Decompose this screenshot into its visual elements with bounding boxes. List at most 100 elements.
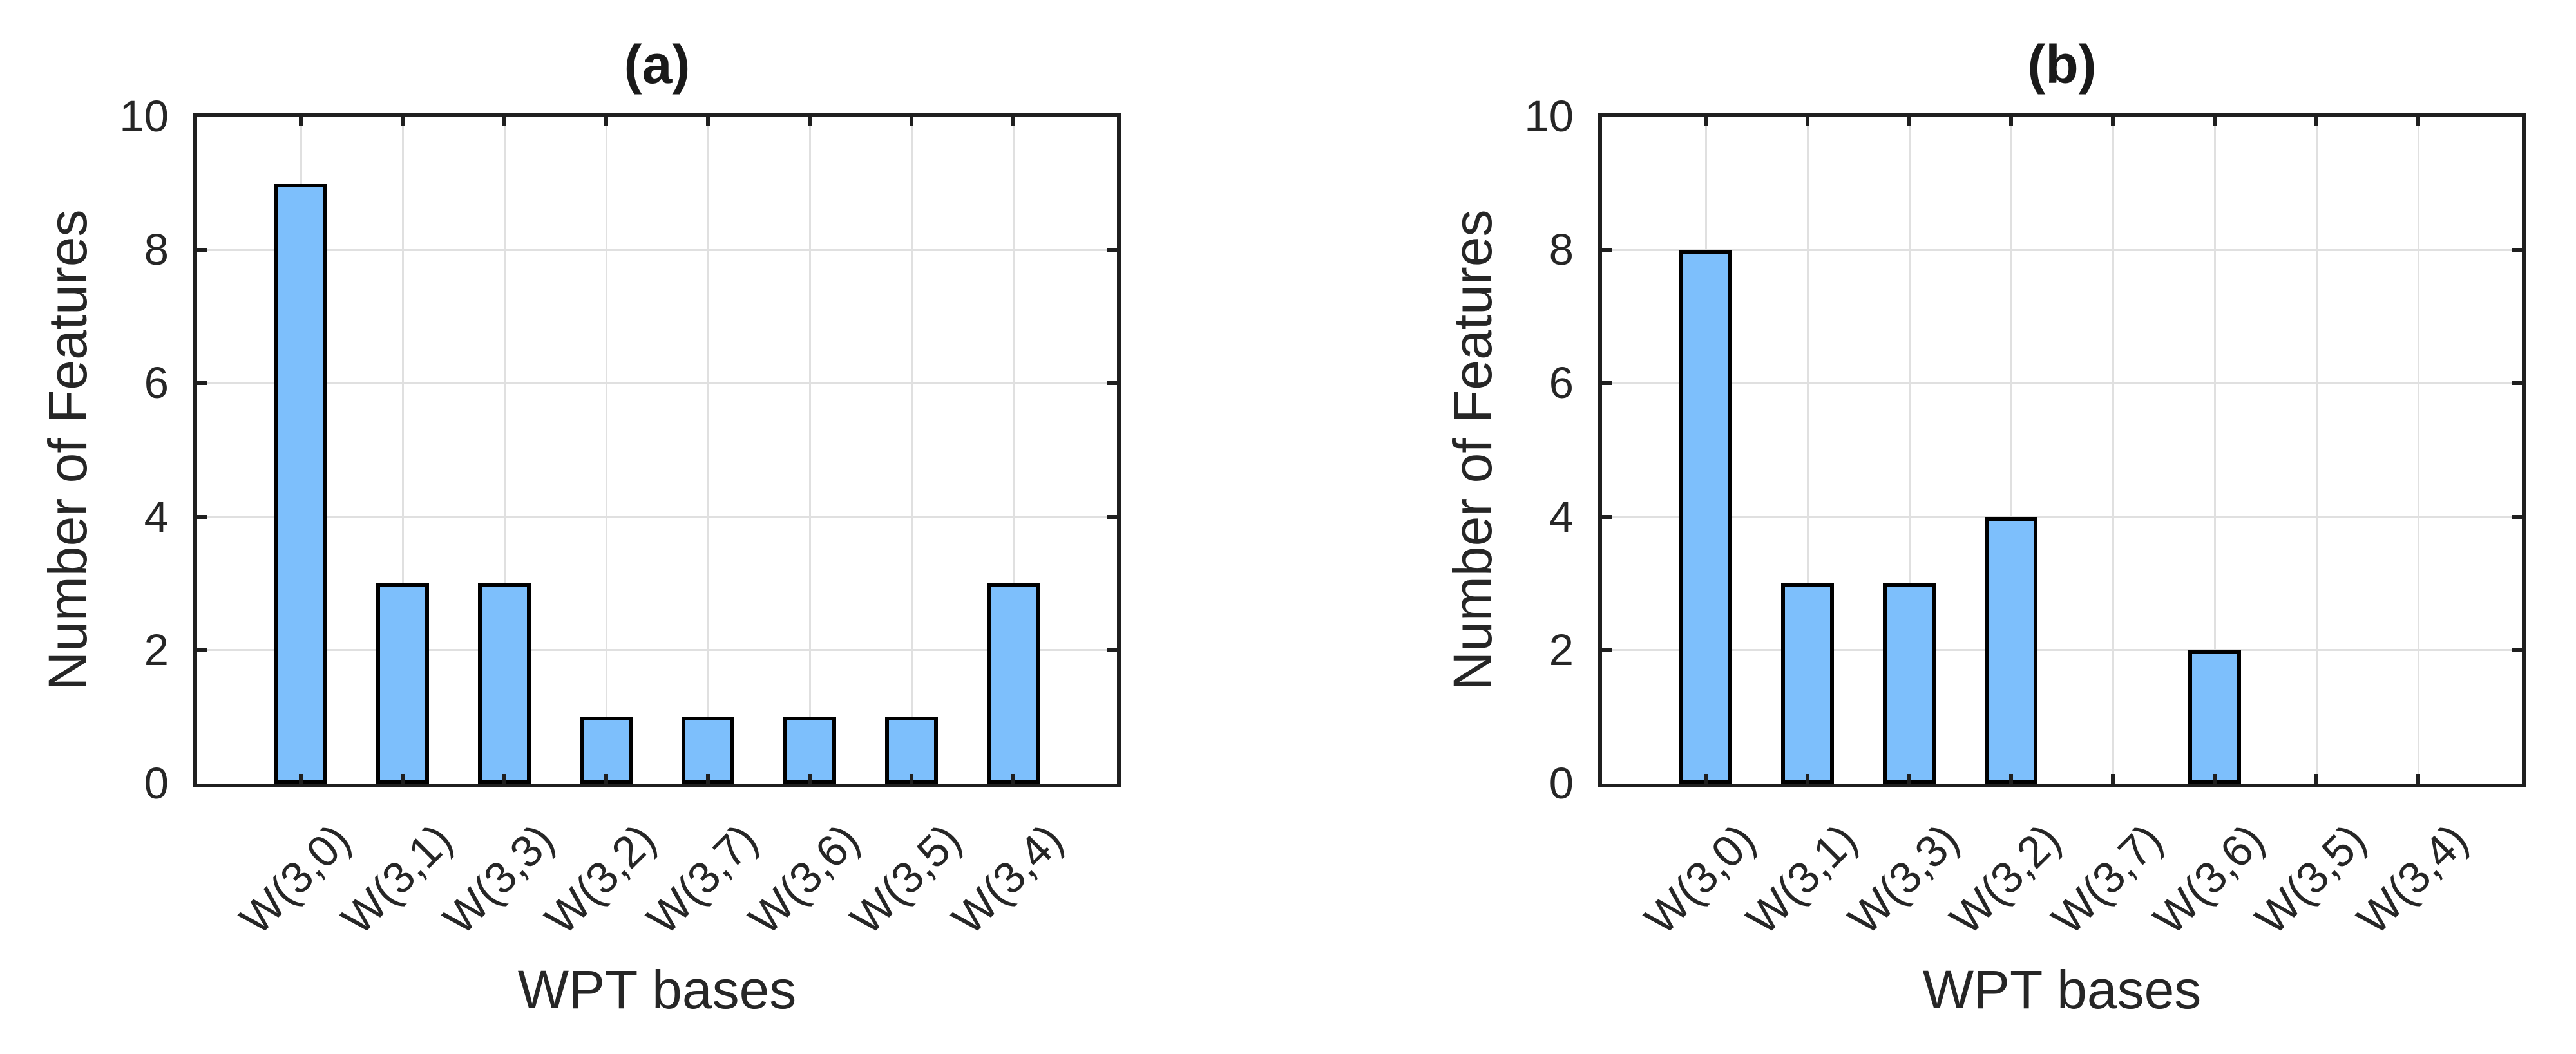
y-tick-mark-left [197,648,207,652]
x-tick-label: W(3,5) [841,814,971,944]
x-tick-mark-bottom [808,774,812,784]
x-tick-mark-bottom [604,774,608,784]
gridline-vertical [2213,117,2216,784]
x-tick-mark-top [2314,117,2318,126]
x-tick-mark-top [2111,117,2115,126]
gridline-vertical [2417,117,2419,784]
chart-b-x-axis-label: WPT bases [1922,959,2202,1020]
gridline-horizontal [1602,516,2522,518]
chart-b-y-axis-label: Number of Features [1442,209,1503,691]
y-tick-label: 8 [1549,225,1574,275]
gridline-horizontal [197,516,1117,518]
bar [1679,250,1732,784]
y-tick-label: 10 [119,91,169,141]
bar [1883,583,1936,784]
y-tick-mark-right [1107,514,1117,519]
y-tick-label: 2 [144,625,169,675]
bar [1781,583,1834,784]
x-tick-mark-top [706,117,710,126]
y-tick-mark-left [1602,248,1612,252]
x-tick-mark-top [1907,117,1911,126]
y-tick-mark-right [2512,514,2522,519]
x-tick-mark-top [502,117,506,126]
y-tick-mark-right [2512,248,2522,252]
bar [274,183,327,784]
x-tick-label: W(3,3) [1838,814,1969,944]
x-tick-mark-top [1704,117,1708,126]
x-tick-mark-top [299,117,303,126]
gridline-horizontal [1602,649,2522,652]
y-tick-mark-left [197,381,207,386]
x-tick-mark-bottom [1011,774,1015,784]
x-tick-mark-top [2416,117,2420,126]
y-tick-mark-right [2512,381,2522,386]
x-tick-mark-bottom [502,774,506,784]
gridline-vertical [1704,117,1707,784]
x-tick-mark-bottom [401,774,405,784]
chart-b-title: (b) [2027,34,2097,95]
x-tick-mark-bottom [2314,774,2318,784]
bar [376,583,429,784]
x-tick-mark-bottom [2009,774,2013,784]
bar [682,717,734,784]
gridline-vertical [2112,117,2114,784]
x-tick-label: W(3,0) [1635,814,1765,944]
y-tick-mark-right [1107,648,1117,652]
y-tick-label: 6 [1549,358,1574,408]
y-tick-label: 0 [1549,758,1574,808]
y-tick-mark-left [197,248,207,252]
gridline-vertical [605,117,607,784]
x-tick-mark-top [401,117,405,126]
bar [987,583,1040,784]
x-tick-mark-top [1806,117,1809,126]
x-tick-label: W(3,4) [942,814,1073,944]
y-tick-mark-left [1602,648,1612,652]
gridline-vertical [401,117,404,784]
gridline-vertical [1806,117,1809,784]
gridline-horizontal [197,249,1117,251]
chart-a-y-axis-label: Number of Features [37,209,98,691]
x-tick-label: W(3,6) [739,814,869,944]
x-tick-mark-top [1011,117,1015,126]
y-tick-label: 2 [1549,625,1574,675]
gridline-horizontal [197,382,1117,384]
x-tick-label: W(3,7) [637,814,767,944]
gridline-horizontal [1602,249,2522,251]
y-tick-mark-left [197,514,207,519]
y-tick-mark-right [2512,648,2522,652]
x-tick-label: W(3,3) [434,814,564,944]
gridline-horizontal [197,649,1117,652]
x-tick-label: W(3,2) [535,814,665,944]
gridline-vertical [1012,117,1015,784]
y-tick-mark-left [1602,514,1612,519]
x-tick-mark-bottom [1907,774,1911,784]
gridline-vertical [503,117,506,784]
x-tick-label: W(3,6) [2144,814,2274,944]
gridline-vertical [300,117,302,784]
gridline-vertical [2010,117,2012,784]
x-tick-mark-bottom [2416,774,2420,784]
gridline-vertical [910,117,913,784]
y-tick-label: 10 [1524,91,1574,141]
y-tick-label: 8 [144,225,169,275]
y-tick-label: 4 [144,491,169,541]
x-tick-mark-bottom [1704,774,1708,784]
y-tick-mark-right [1107,381,1117,386]
y-tick-label: 0 [144,758,169,808]
chart-a-plot-area [193,113,1121,787]
x-tick-mark-bottom [706,774,710,784]
x-tick-label: W(3,4) [2347,814,2477,944]
chart-b-plot-area [1598,113,2526,787]
x-tick-mark-bottom [299,774,303,784]
bar [478,583,531,784]
y-tick-mark-right [1107,248,1117,252]
x-tick-mark-bottom [2111,774,2115,784]
x-tick-mark-bottom [2213,774,2217,784]
x-tick-label: W(3,7) [2042,814,2172,944]
x-tick-mark-bottom [910,774,913,784]
bar [1985,516,2037,784]
y-tick-label: 6 [144,358,169,408]
gridline-vertical [1908,117,1911,784]
